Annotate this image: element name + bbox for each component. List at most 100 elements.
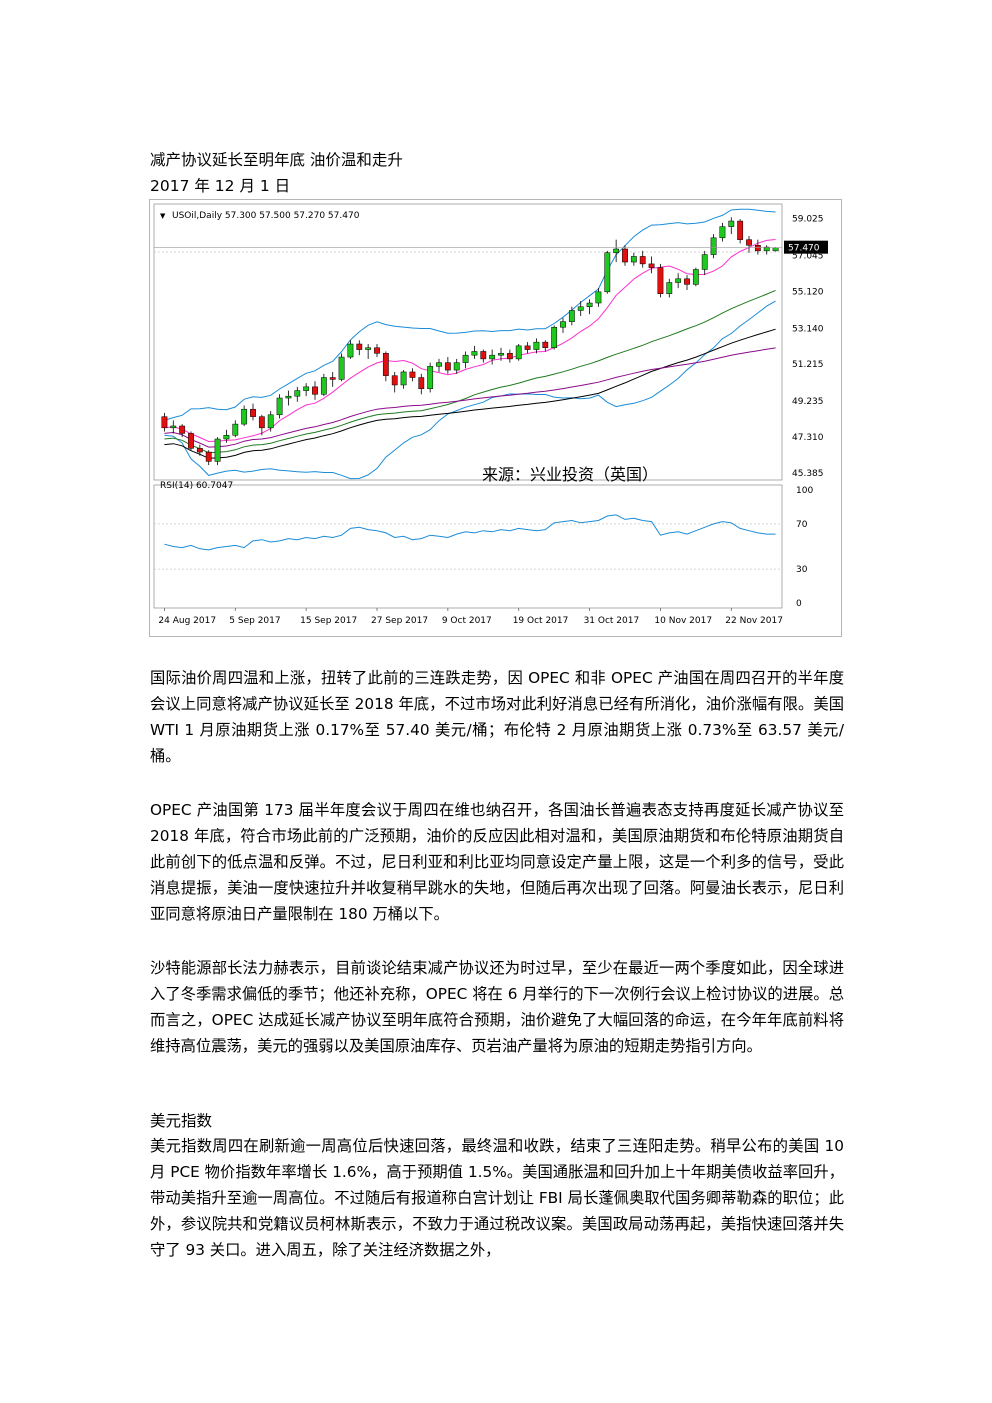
paragraph-dollar-index: 美元指数周四在刷新逾一周高位后快速回落，最终温和收跌，结束了三连阳走势。稍早公布… bbox=[150, 1137, 844, 1259]
candle-body bbox=[462, 354, 469, 363]
rsi-tick-label: 0 bbox=[796, 599, 802, 609]
rsi-line bbox=[164, 514, 776, 551]
chart-canvas: 59.025 57.045 55.120 53.140 51.215 49.235 47.3… bbox=[153, 203, 828, 626]
rsi-panel-frame bbox=[153, 484, 783, 609]
candle-body bbox=[480, 351, 487, 360]
candle-body bbox=[622, 248, 628, 263]
candle-body bbox=[303, 386, 310, 391]
candle-body bbox=[400, 371, 407, 386]
paragraph-oil-summary: 国际油价周四温和上涨，扭转了此前的三连跌走势，因 OPEC 和非 OPEC 产油… bbox=[150, 669, 844, 765]
price-tick-label: 51.215 bbox=[792, 360, 824, 370]
candle-body bbox=[604, 252, 611, 293]
candle-body bbox=[196, 448, 203, 453]
rsi-tick-label: 30 bbox=[796, 565, 808, 575]
candle-body bbox=[710, 237, 717, 255]
candle-body bbox=[444, 362, 451, 371]
ma-mid-line bbox=[164, 289, 776, 454]
candle-body bbox=[329, 377, 336, 380]
candle-body bbox=[533, 341, 540, 350]
x-tick-label: 9 Oct 2017 bbox=[442, 616, 492, 626]
candle-body bbox=[170, 425, 177, 429]
candle-body bbox=[639, 256, 646, 265]
current-price-label: 57.470 bbox=[788, 244, 820, 254]
bollinger-upper-line bbox=[164, 208, 776, 421]
price-tick-label: 45.385 bbox=[792, 469, 824, 479]
candle-body bbox=[498, 353, 504, 356]
candle-body bbox=[276, 397, 283, 416]
candle-body bbox=[648, 263, 655, 268]
candle-body bbox=[471, 351, 478, 356]
candle-body bbox=[232, 423, 239, 436]
x-tick-label: 15 Sep 2017 bbox=[300, 616, 357, 626]
candle-body bbox=[267, 414, 274, 429]
candle-body bbox=[577, 306, 584, 311]
price-tick-label: 57.045 bbox=[792, 252, 824, 262]
candle-body bbox=[453, 362, 460, 371]
candle-body bbox=[409, 371, 416, 378]
candle-body bbox=[347, 343, 354, 358]
rsi-label: RSI(14) 60.7047 bbox=[160, 481, 233, 491]
candle-body bbox=[675, 278, 682, 283]
candle-body bbox=[586, 302, 593, 307]
oil-price-chart: 59.025 57.045 55.120 53.140 51.215 49.235 47.3… bbox=[149, 199, 842, 637]
candle-body bbox=[188, 433, 194, 449]
main-panel-frame bbox=[153, 203, 783, 481]
ma-slow-line bbox=[164, 328, 776, 459]
candle-body bbox=[312, 386, 318, 395]
candle-body bbox=[692, 269, 699, 285]
ma-fast-line bbox=[164, 239, 776, 443]
price-tick-label: 53.140 bbox=[792, 324, 824, 334]
paragraph-saudi-minister: 沙特能源部长法力赫表示，目前谈论结束减产协议还为时过早，至少在最近一两个季度如此… bbox=[150, 959, 844, 1055]
section-title-dollar-index: 美元指数 bbox=[150, 1112, 213, 1130]
x-tick-label: 10 Nov 2017 bbox=[654, 616, 712, 626]
x-tick-label: 19 Oct 2017 bbox=[513, 616, 569, 626]
ma-long-line bbox=[164, 347, 776, 448]
chart-watermark: 来源：兴业投资（英国） bbox=[482, 465, 658, 484]
candle-body bbox=[374, 347, 380, 354]
price-tick-label: 55.120 bbox=[792, 287, 824, 297]
candle-body bbox=[205, 451, 212, 462]
candle-body bbox=[719, 226, 726, 239]
candle-body bbox=[179, 425, 186, 434]
candle-body bbox=[241, 408, 248, 425]
candle-body bbox=[701, 254, 708, 270]
current-price-box bbox=[784, 240, 828, 254]
collapse-icon: ▼ bbox=[160, 212, 166, 220]
candle-body bbox=[320, 377, 327, 395]
price-tick-label: 49.235 bbox=[792, 397, 824, 407]
candle-body bbox=[391, 375, 398, 386]
candle-body bbox=[427, 366, 434, 389]
candle-body bbox=[657, 267, 664, 294]
candle-body bbox=[613, 248, 620, 253]
candle-body bbox=[223, 435, 230, 440]
candle-body bbox=[630, 256, 637, 263]
paragraph-opec-meeting: OPEC 产油国第 173 届半年度会议于周四在维也纳召开，各国油长普遍表态支持… bbox=[150, 801, 844, 923]
candle-body bbox=[524, 345, 531, 350]
candle-body bbox=[568, 310, 575, 322]
x-tick-label: 22 Nov 2017 bbox=[725, 616, 783, 626]
candle-body bbox=[382, 353, 389, 376]
candle-body bbox=[666, 282, 673, 294]
x-tick-label: 24 Aug 2017 bbox=[158, 616, 216, 626]
candle-body bbox=[214, 438, 221, 462]
article-date: 2017 年 12 月 1 日 bbox=[150, 177, 291, 195]
candle-body bbox=[754, 245, 761, 252]
candle-body bbox=[542, 341, 549, 348]
x-tick-label: 31 Oct 2017 bbox=[584, 616, 640, 626]
candle-body bbox=[338, 356, 345, 380]
rsi-tick-label: 100 bbox=[796, 486, 813, 496]
candle-body bbox=[436, 362, 442, 367]
candle-body bbox=[258, 416, 265, 429]
article-title: 减产协议延长至明年底 油价温和走升 bbox=[150, 151, 403, 169]
candle-body bbox=[489, 354, 496, 360]
rsi-tick-label: 70 bbox=[796, 520, 808, 530]
bollinger-lower-line bbox=[164, 300, 776, 480]
x-tick-label: 27 Sep 2017 bbox=[371, 616, 428, 626]
candle-body bbox=[506, 353, 513, 360]
price-tick-label: 47.310 bbox=[792, 433, 824, 443]
x-tick-label: 5 Sep 2017 bbox=[229, 616, 280, 626]
candle-body bbox=[595, 291, 602, 304]
candle-body bbox=[161, 416, 168, 429]
candle-body bbox=[551, 326, 558, 348]
candle-body bbox=[515, 345, 522, 360]
